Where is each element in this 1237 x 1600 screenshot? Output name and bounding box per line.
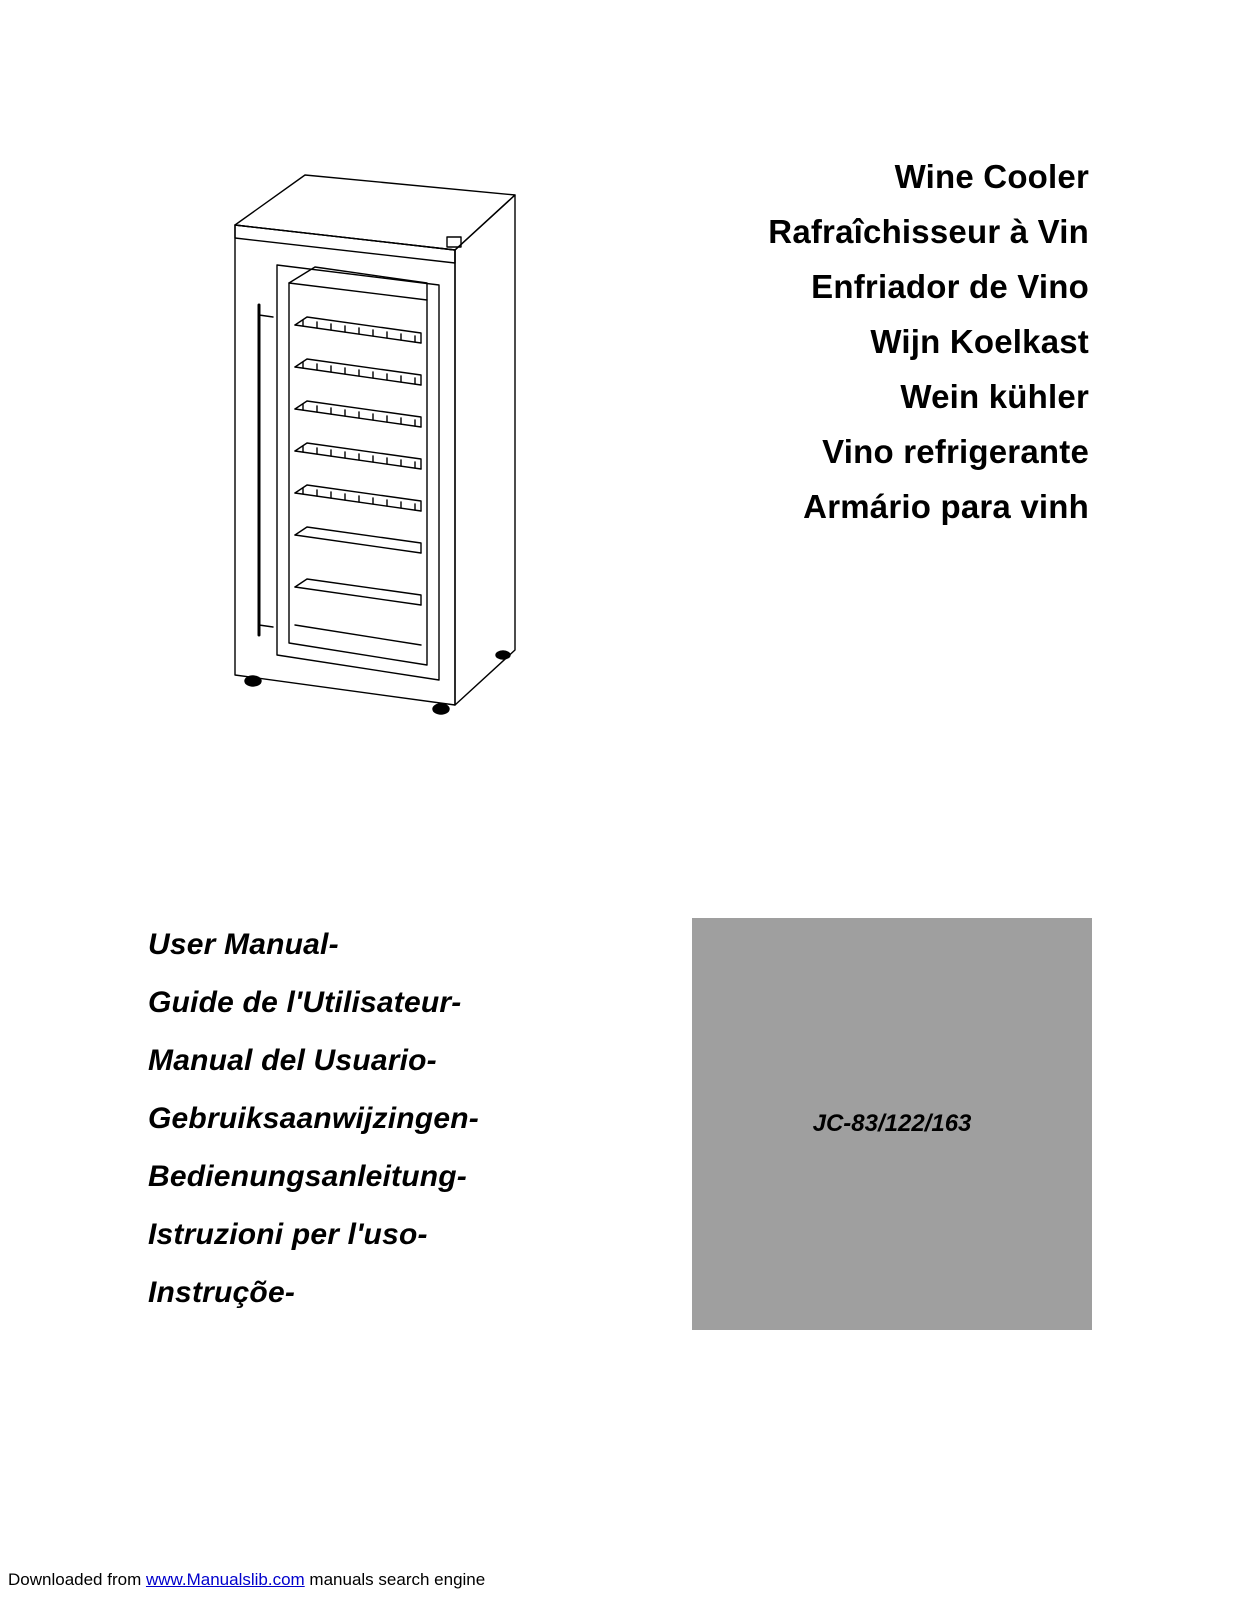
title-de: Wein kühler <box>569 380 1089 413</box>
manual-it: Istruzioni per l'uso- <box>148 1220 648 1250</box>
title-es: Enfriador de Vino <box>569 270 1089 303</box>
title-fr: Rafraîchisseur à Vin <box>569 215 1089 248</box>
footer-suffix: manuals search engine <box>305 1570 486 1589</box>
title-nl: Wijn Koelkast <box>569 325 1089 358</box>
title-pt: Armário para vinh <box>569 490 1089 523</box>
model-number-box: JC-83/122/163 <box>692 918 1092 1330</box>
manual-de: Bedienungsanleitung- <box>148 1162 648 1192</box>
page: Wine Cooler Rafraîchisseur à Vin Enfriad… <box>0 0 1237 1600</box>
product-illustration <box>195 155 535 715</box>
manualslib-link[interactable]: www.Manualslib.com <box>146 1570 305 1589</box>
manual-en: User Manual- <box>148 930 648 960</box>
manual-es: Manual del Usuario- <box>148 1046 648 1076</box>
title-it: Vino refrigerante <box>569 435 1089 468</box>
download-footer: Downloaded from www.Manualslib.com manua… <box>8 1570 485 1590</box>
manual-title-list: User Manual- Guide de l'Utilisateur- Man… <box>148 930 648 1336</box>
title-en: Wine Cooler <box>569 160 1089 193</box>
footer-prefix: Downloaded from <box>8 1570 146 1589</box>
manual-pt: Instruçõe- <box>148 1278 648 1308</box>
model-number: JC-83/122/163 <box>813 1110 972 1138</box>
manual-nl: Gebruiksaanwijzingen- <box>148 1104 648 1134</box>
product-title-list: Wine Cooler Rafraîchisseur à Vin Enfriad… <box>569 160 1089 545</box>
manual-fr: Guide de l'Utilisateur- <box>148 988 648 1018</box>
